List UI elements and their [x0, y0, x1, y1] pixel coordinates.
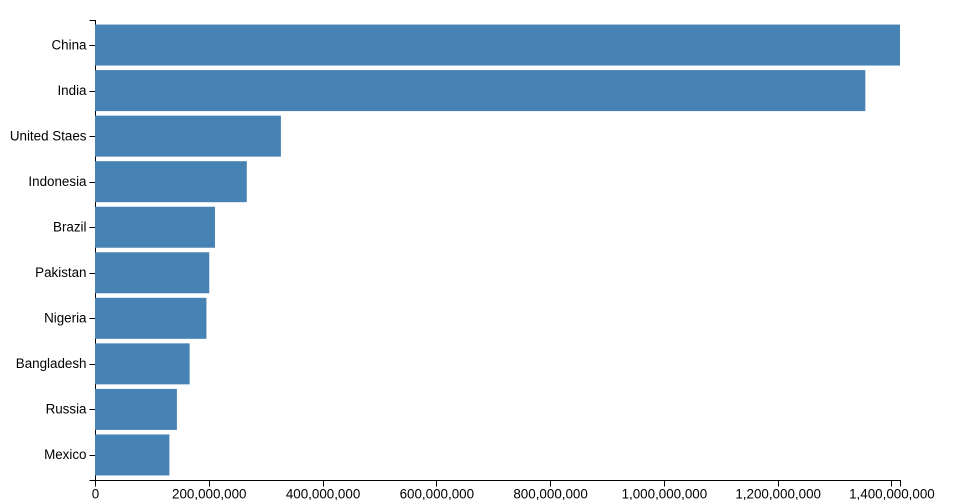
- svg-text:Indonesia: Indonesia: [28, 174, 87, 189]
- svg-text:Mexico: Mexico: [44, 447, 86, 462]
- svg-text:China: China: [52, 37, 88, 52]
- svg-text:1,200,000,000: 1,200,000,000: [735, 486, 821, 500]
- svg-text:United Staes: United Staes: [10, 128, 87, 143]
- svg-text:Pakistan: Pakistan: [35, 265, 86, 280]
- svg-text:600,000,000: 600,000,000: [400, 486, 474, 500]
- svg-text:400,000,000: 400,000,000: [286, 486, 360, 500]
- svg-text:India: India: [57, 83, 87, 98]
- svg-text:Bangladesh: Bangladesh: [16, 356, 87, 371]
- svg-text:1,000,000,000: 1,000,000,000: [622, 486, 708, 500]
- svg-text:0: 0: [92, 486, 99, 500]
- svg-text:Nigeria: Nigeria: [44, 311, 87, 326]
- svg-text:800,000,000: 800,000,000: [513, 486, 587, 500]
- svg-text:Russia: Russia: [46, 402, 87, 417]
- svg-text:1,400,000,000: 1,400,000,000: [849, 486, 935, 500]
- svg-text:Brazil: Brazil: [53, 219, 87, 234]
- svg-text:200,000,000: 200,000,000: [172, 486, 246, 500]
